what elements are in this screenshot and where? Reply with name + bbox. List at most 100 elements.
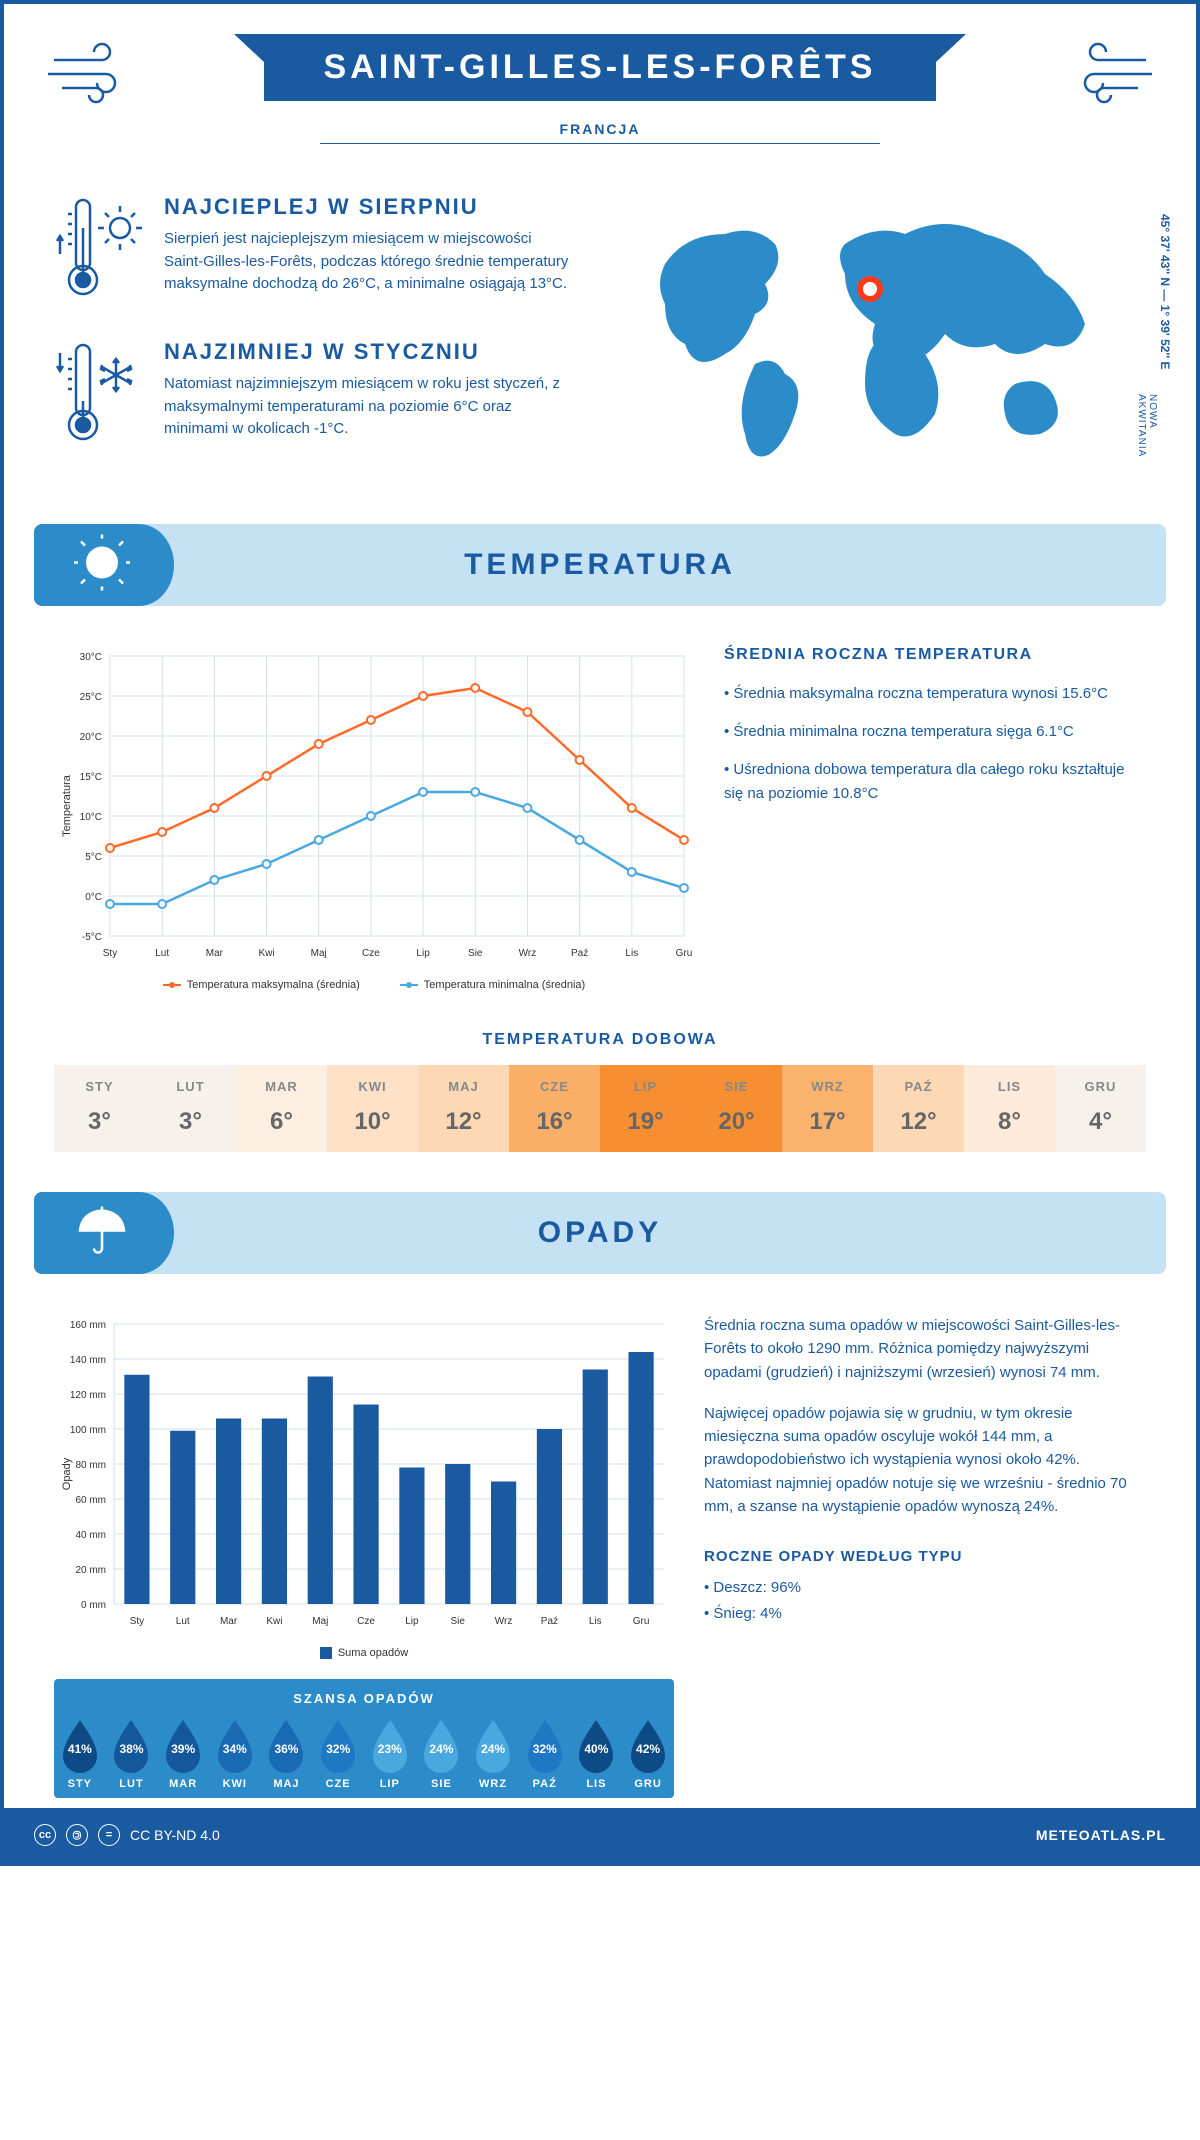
svg-text:Wrz: Wrz xyxy=(495,1616,513,1627)
svg-text:25°C: 25°C xyxy=(80,692,102,703)
svg-text:Lut: Lut xyxy=(176,1616,190,1627)
chance-cell: 34%KWI xyxy=(212,1716,258,1790)
svg-text:Opady: Opady xyxy=(61,1457,73,1490)
chance-cell: 40%LIS xyxy=(573,1716,619,1790)
summary-item: • Średnia minimalna roczna temperatura s… xyxy=(724,720,1146,744)
svg-text:Gru: Gru xyxy=(676,948,693,959)
license-text: CC BY-ND 4.0 xyxy=(130,1827,220,1843)
precipitation-chart: 0 mm20 mm40 mm60 mm80 mm100 mm120 mm140 … xyxy=(54,1314,674,1659)
nd-icon: = xyxy=(98,1824,120,1846)
chance-value: 24% xyxy=(470,1742,516,1756)
chance-cell: 24% WRZ xyxy=(470,1716,516,1790)
month-label: LIP xyxy=(367,1778,413,1790)
svg-text:15°C: 15°C xyxy=(80,772,102,783)
daily-temp-cell: MAR6° xyxy=(236,1065,327,1152)
svg-text:Paź: Paź xyxy=(541,1616,558,1627)
raindrop-icon: 39% xyxy=(160,1716,206,1774)
sun-icon xyxy=(74,535,130,596)
warmest-text: Sierpień jest najcieplejszym miesiącem w… xyxy=(164,228,574,296)
daily-temp-cell: MAJ12° xyxy=(418,1065,509,1152)
banner-title: OPADY xyxy=(34,1192,1166,1274)
raindrop-icon: 32% xyxy=(522,1716,568,1774)
warmest-title: NAJCIEPLEJ W SIERPNIU xyxy=(164,194,574,220)
svg-text:120 mm: 120 mm xyxy=(70,1390,106,1401)
coordinates: 45° 37' 43'' N — 1° 39' 52'' E xyxy=(1158,214,1172,369)
precipitation-text: Średnia roczna suma opadów w miejscowośc… xyxy=(704,1314,1146,1518)
temp-value: 3° xyxy=(54,1108,145,1136)
month-label: CZE xyxy=(509,1079,600,1094)
legend-sum: Suma opadów xyxy=(338,1647,408,1659)
month-label: WRZ xyxy=(470,1778,516,1790)
daily-temp-cell: PAŹ12° xyxy=(873,1065,964,1152)
daily-temp-cell: SIE20° xyxy=(691,1065,782,1152)
coldest-block: NAJZIMNIEJ W STYCZNIU Natomiast najzimni… xyxy=(54,339,574,454)
chance-cell: 32%CZE xyxy=(315,1716,361,1790)
svg-text:Sty: Sty xyxy=(103,948,117,959)
chance-cell: 38%LUT xyxy=(108,1716,154,1790)
svg-text:Kwi: Kwi xyxy=(258,948,274,959)
temp-value: 8° xyxy=(964,1108,1055,1136)
intro-section: NAJCIEPLEJ W SIERPNIU Sierpień jest najc… xyxy=(4,164,1196,514)
svg-text:-5°C: -5°C xyxy=(82,932,102,943)
svg-text:Lip: Lip xyxy=(416,948,430,959)
month-label: LIS xyxy=(964,1079,1055,1094)
raindrop-icon: 41% xyxy=(57,1716,103,1774)
raindrop-icon: 40% xyxy=(573,1716,619,1774)
site-name: METEOATLAS.PL xyxy=(1036,1827,1166,1843)
legend-min: Temperatura minimalna (średnia) xyxy=(424,979,585,991)
thermometer-hot-icon xyxy=(54,194,144,309)
svg-text:Gru: Gru xyxy=(633,1616,650,1627)
page: SAINT-GILLES-LES-FORÊTS FRANCJA NAJCIEPL… xyxy=(0,0,1200,1866)
chance-value: 40% xyxy=(573,1742,619,1756)
country-label: FRANCJA xyxy=(4,121,1196,137)
svg-text:80 mm: 80 mm xyxy=(75,1460,106,1471)
month-label: LUT xyxy=(145,1079,236,1094)
svg-text:Lut: Lut xyxy=(155,948,169,959)
chance-value: 39% xyxy=(160,1742,206,1756)
svg-text:Cze: Cze xyxy=(357,1616,375,1627)
month-label: KWI xyxy=(327,1079,418,1094)
svg-text:Temperatura: Temperatura xyxy=(61,774,73,837)
temp-value: 17° xyxy=(782,1108,873,1136)
chance-cell: 42%GRU xyxy=(625,1716,671,1790)
text-paragraph: Średnia roczna suma opadów w miejscowośc… xyxy=(704,1314,1146,1384)
month-label: GRU xyxy=(1055,1079,1146,1094)
temp-value: 16° xyxy=(509,1108,600,1136)
month-label: STY xyxy=(54,1079,145,1094)
svg-text:30°C: 30°C xyxy=(80,652,102,663)
raindrop-icon: 24% xyxy=(470,1716,516,1774)
svg-text:Sie: Sie xyxy=(451,1616,466,1627)
svg-text:60 mm: 60 mm xyxy=(75,1495,106,1506)
month-label: CZE xyxy=(315,1778,361,1790)
warmest-block: NAJCIEPLEJ W SIERPNIU Sierpień jest najc… xyxy=(54,194,574,309)
chance-cell: 23%LIP xyxy=(367,1716,413,1790)
svg-text:20 mm: 20 mm xyxy=(75,1565,106,1576)
temp-value: 12° xyxy=(873,1108,964,1136)
temp-value: 10° xyxy=(327,1108,418,1136)
daily-temp-cell: GRU4° xyxy=(1055,1065,1146,1152)
chance-value: 36% xyxy=(263,1742,309,1756)
raindrop-icon: 36% xyxy=(263,1716,309,1774)
cc-icon: cc xyxy=(34,1824,56,1846)
chart-legend: Temperatura maksymalna (średnia) Tempera… xyxy=(54,979,694,991)
month-label: KWI xyxy=(212,1778,258,1790)
month-label: GRU xyxy=(625,1778,671,1790)
svg-text:Sty: Sty xyxy=(130,1616,144,1627)
summary-title: ŚREDNIA ROCZNA TEMPERATURA xyxy=(724,646,1146,664)
chart-legend: Suma opadów xyxy=(54,1647,674,1659)
coldest-text: Natomiast najzimniejszym miesiącem w rok… xyxy=(164,373,574,441)
umbrella-icon xyxy=(74,1203,130,1264)
month-label: SIE xyxy=(691,1079,782,1094)
svg-text:20°C: 20°C xyxy=(80,732,102,743)
daily-temp-cell: LIP19° xyxy=(600,1065,691,1152)
region-label: NOWA AKWITANIA xyxy=(1136,394,1158,484)
precipitation-banner: OPADY xyxy=(34,1192,1166,1274)
svg-text:Paź: Paź xyxy=(571,948,588,959)
svg-text:Mar: Mar xyxy=(206,948,224,959)
svg-text:140 mm: 140 mm xyxy=(70,1355,106,1366)
text-paragraph: Najwięcej opadów pojawia się w grudniu, … xyxy=(704,1402,1146,1518)
daily-temp-cell: KWI 10° xyxy=(327,1065,418,1152)
month-label: MAR xyxy=(160,1778,206,1790)
summary-item: • Uśredniona dobowa temperatura dla całe… xyxy=(724,758,1146,806)
summary-item: • Średnia maksymalna roczna temperatura … xyxy=(724,682,1146,706)
